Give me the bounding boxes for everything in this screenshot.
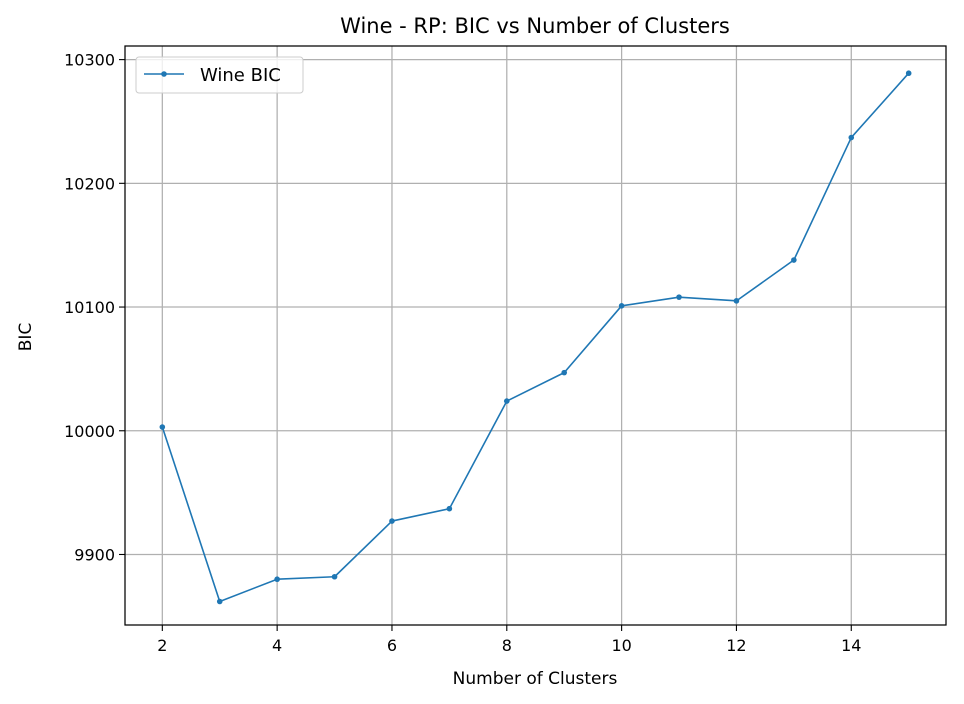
data-point (446, 505, 453, 512)
data-point (848, 134, 855, 141)
series-line (161, 72, 910, 603)
x-axis-label: Number of Clusters (453, 669, 618, 689)
x-tick-label: 8 (502, 636, 512, 655)
y-tick-label: 10100 (64, 298, 115, 317)
legend-box (135, 56, 304, 94)
series-layer (159, 70, 912, 605)
y-tick-label: 10300 (64, 51, 115, 70)
data-point (618, 303, 625, 309)
y-tick-label: 10200 (64, 174, 115, 193)
x-tick-label: 14 (841, 636, 861, 655)
data-point (331, 573, 338, 580)
x-tick-label: 10 (611, 636, 631, 655)
data-point (216, 598, 223, 605)
data-point (791, 257, 797, 263)
y-axis-label: BIC (16, 323, 36, 352)
legend: Wine BIC (135, 56, 304, 94)
x-tick-label: 6 (387, 636, 397, 655)
data-point (389, 518, 395, 524)
x-tick-label: 2 (157, 636, 167, 655)
data-point (503, 398, 510, 404)
legend-label: Wine BIC (200, 65, 281, 86)
y-tick-label: 10000 (64, 422, 115, 441)
data-point (274, 576, 280, 583)
data-point (561, 369, 568, 376)
axis-ticks: 2 4 6 8 10 12 14 9900 10000 10100 10200 10300 (64, 51, 861, 655)
data-point (159, 424, 166, 430)
data-point (733, 298, 740, 304)
chart-title: Wine - RP: BIC vs Number of Clusters (340, 14, 730, 38)
data-point (676, 294, 682, 300)
x-tick-label: 4 (272, 636, 282, 655)
legend-marker (161, 71, 167, 77)
x-tick-label: 12 (726, 636, 746, 655)
plot-frame (124, 45, 947, 626)
y-tick-label: 9900 (74, 545, 115, 564)
data-point (905, 70, 912, 77)
